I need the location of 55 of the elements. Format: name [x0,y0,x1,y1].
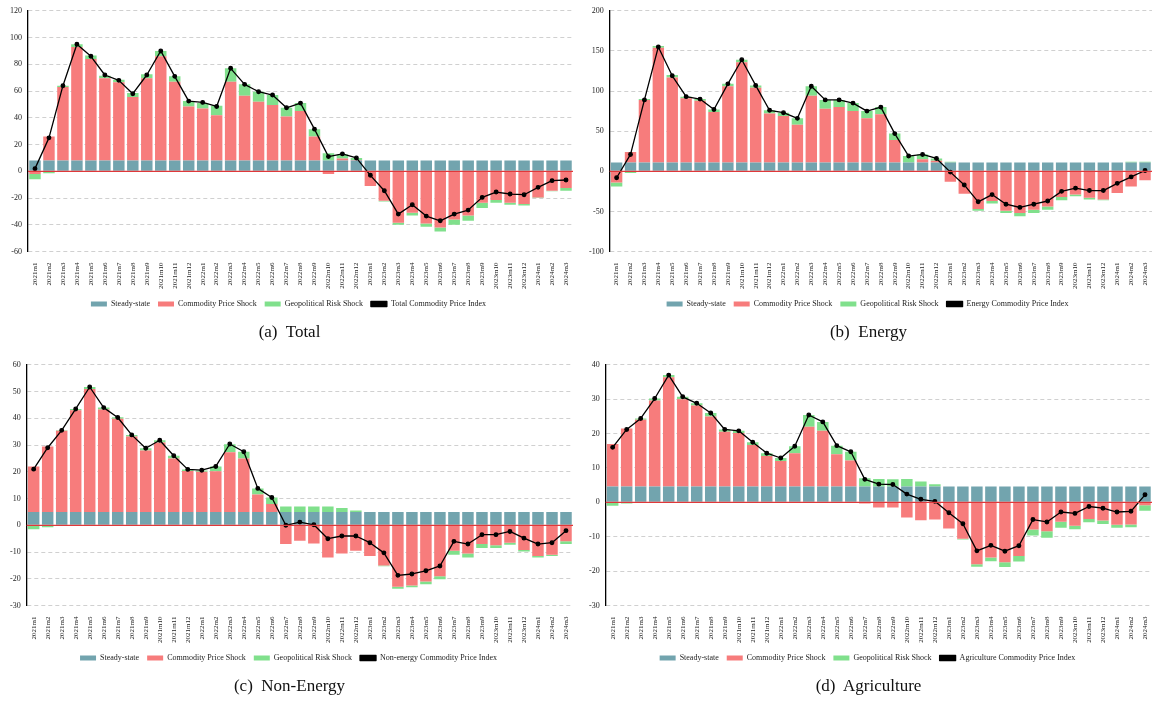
y-tick-label: 60 [14,86,22,96]
legend-label: Steady-state [100,653,140,663]
y-tick-label: 20 [14,139,22,149]
legend-label: Commodity Price Shock [167,653,246,663]
y-tick-label: 0 [18,166,22,176]
y-tick-label: -40 [11,219,22,229]
text: (d) Agriculture [814,676,923,696]
y-tick-label: 50 [595,126,604,136]
y-tick-label: -20 [11,193,22,203]
text: (a) Total [257,322,322,342]
y-tick-label: 0 [595,497,600,507]
y-tick-label: 30 [591,394,600,404]
y-tick-label: 80 [14,59,22,69]
y-tick-label: 200 [591,5,604,15]
y-tick-label: -10 [9,547,21,557]
y-tick-label: -10 [588,531,600,541]
legend-label: Geopolitical Risk Shock [273,653,353,663]
y-tick-label: 60 [12,359,21,369]
y-tick-label: -20 [588,566,600,576]
y-tick-label: 100 [591,86,604,96]
y-tick-label: 0 [599,166,604,176]
y-tick-label: -50 [592,206,604,216]
text: (b) Energy [828,322,909,342]
legend-label: Geopolitical Risk Shock [853,653,932,663]
legend-label: Geopolitical Risk Shock [284,299,363,309]
legend-label: Non-energy Commodity Price Index [380,653,497,663]
y-tick-label: 50 [12,386,21,396]
y-tick-label: -100 [588,246,604,256]
y-tick-label: 20 [591,428,600,438]
legend-label: Commodity Price Shock [746,653,826,663]
text: (c) Non-Energy [232,676,347,696]
y-tick-label: 10 [12,493,21,503]
y-tick-label: 0 [16,520,21,530]
y-tick-label: 40 [591,359,600,369]
legend-label: Steady-state [110,299,151,309]
y-tick-label: -30 [588,600,600,610]
y-tick-label: 40 [14,112,22,122]
legend-label: Total Commodity Price Index [390,299,487,309]
y-tick-label: 20 [12,466,21,476]
y-tick-label: 10 [591,463,600,473]
legend-label: Commodity Price Shock [753,299,833,309]
y-tick-label: -60 [11,246,22,256]
legend-label: Steady-state [679,653,720,663]
legend-label: Energy Commodity Price Index [966,299,1069,309]
y-tick-label: -20 [9,573,21,583]
legend-label: Commodity Price Shock [178,299,257,309]
y-tick-label: 150 [591,46,604,56]
y-tick-label: 30 [12,440,21,450]
y-tick-label: 100 [10,32,22,42]
legend-label: Agriculture Commodity Price Index [959,653,1076,663]
legend-label: Steady-state [686,299,727,309]
y-tick-label: 40 [12,413,21,423]
y-tick-label: 120 [10,5,22,15]
y-tick-label: -30 [9,600,21,610]
legend-label: Geopolitical Risk Shock [860,299,939,309]
